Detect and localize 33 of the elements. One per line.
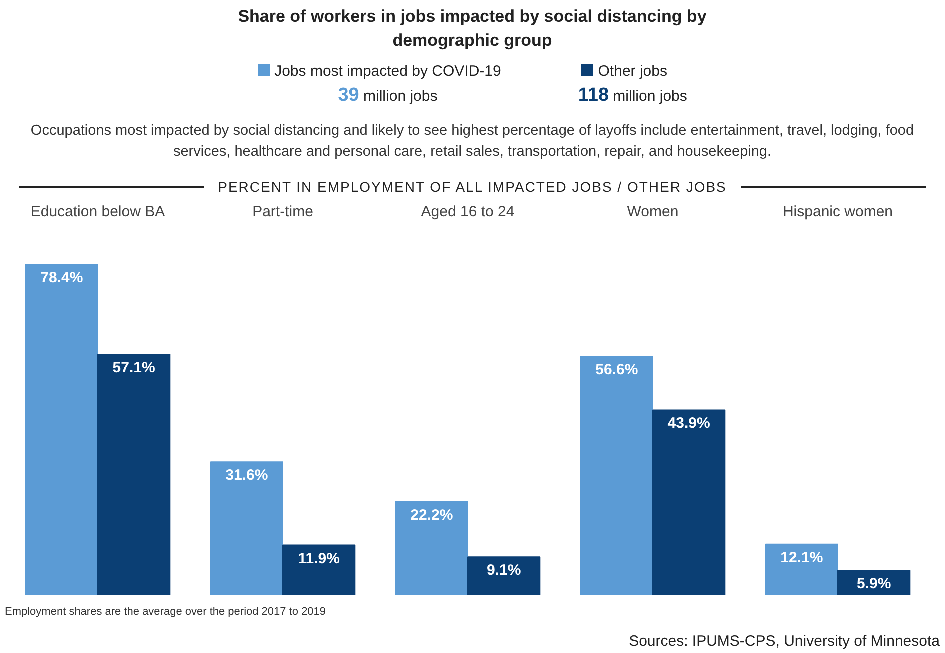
- text: 118 million jobs: [577, 84, 688, 108]
- data-label: 31.6%: [226, 467, 268, 484]
- legend-label: Other jobs: [598, 63, 668, 80]
- bar: [765, 544, 838, 596]
- data-label: 9.1%: [486, 562, 522, 580]
- text: Employment shares are the average over the period 2017 to 2019: [5, 605, 328, 620]
- data-label: 5.9%: [856, 576, 892, 593]
- x-tick-label: Women: [627, 204, 679, 220]
- y-axis-title: PERCENT IN EMPLOYMENT OF ALL IMPACTED JOBS / OTHER JOBS: [217, 178, 728, 197]
- chart-subtitle: Occupations most impacted by social distancing and likely to see highest percentage of layoffs include entertainment, travel, lodging, food services, healthcare and personal care, retail sales, transportation, repair, and housekeeping.: [30, 122, 916, 162]
- data-label: 56.6%: [596, 362, 638, 379]
- x-tick-label: Part-time: [252, 204, 314, 220]
- data-label: 11.9%: [298, 550, 340, 568]
- bar: [210, 462, 284, 596]
- bar: [98, 354, 171, 596]
- text: 39 million jobs: [337, 84, 439, 108]
- source-note: Sources: IPUMS-CPS, University of Minnesota: [628, 632, 940, 652]
- data-label: 57.1%: [112, 359, 156, 376]
- bar: [468, 556, 541, 596]
- data-label: 43.9%: [668, 415, 710, 432]
- x-tick-label: Hispanic women: [782, 204, 894, 220]
- bar: [25, 264, 98, 596]
- data-label: 12.1%: [780, 549, 824, 566]
- x-tick-label: Education below BA: [30, 204, 166, 220]
- legend-label: Jobs most impacted by COVID-19: [274, 63, 502, 80]
- bar: [652, 410, 726, 596]
- x-tick-label: Aged 16 to 24: [421, 204, 515, 220]
- bar: [395, 501, 468, 596]
- bar: [580, 356, 654, 596]
- data-label: 78.4%: [40, 270, 84, 287]
- bar: [282, 544, 356, 596]
- data-label: 22.2%: [410, 506, 454, 524]
- chart-title: Share of workers in jobs impacted by social distancing by demographic group: [237, 6, 708, 52]
